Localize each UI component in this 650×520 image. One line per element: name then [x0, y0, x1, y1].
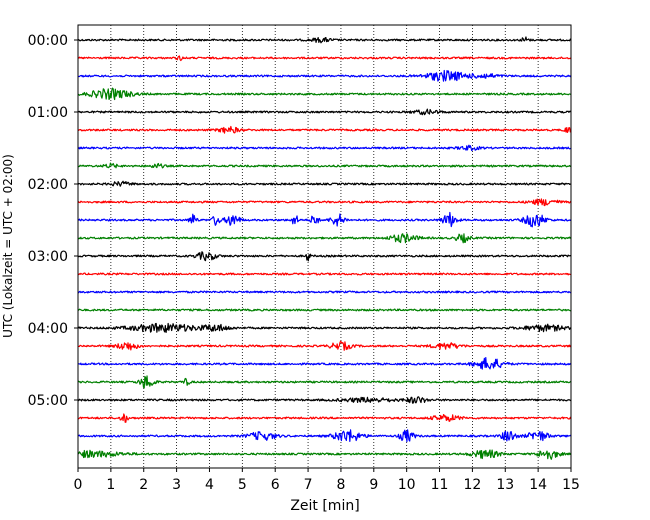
trace-0400 [77, 322, 572, 334]
trace-0000 [77, 36, 572, 44]
trace-0200 [77, 180, 572, 187]
y-tick-label: 00:00 [28, 33, 68, 49]
x-tick-label: 14 [529, 477, 547, 493]
x-tick-label: 2 [139, 477, 148, 493]
x-axis-ticks: 0 1 2 3 4 5 6 7 8 9 10 11 12 13 14 15 [74, 468, 580, 493]
trace-0345 [77, 308, 572, 312]
x-tick-label: 9 [369, 477, 378, 493]
x-tick-label: 11 [431, 477, 449, 493]
x-tick-label: 15 [562, 477, 580, 493]
y-tick-label: 05:00 [28, 393, 68, 409]
trace-0415 [77, 340, 572, 351]
y-tick-label: 03:00 [28, 249, 68, 265]
trace-0215 [77, 198, 572, 207]
y-axis-label: UTC (Lokalzeit = UTC + 02:00) [1, 154, 15, 338]
y-tick-label: 01:00 [28, 105, 68, 121]
trace-0230 [77, 211, 572, 228]
x-tick-label: 12 [463, 477, 481, 493]
x-tick-label: 4 [205, 477, 214, 493]
y-axis-ticks: 00:00 01:00 02:00 03:00 04:00 05:00 [28, 33, 78, 409]
trace-0315 [77, 272, 572, 276]
trace-0530 [77, 429, 572, 443]
trace-0115 [77, 125, 572, 134]
trace-0030 [77, 69, 572, 82]
x-tick-label: 3 [172, 477, 181, 493]
trace-0130 [77, 144, 572, 152]
trace-0445 [77, 375, 572, 389]
grid-lines [110, 25, 539, 468]
plot-frame [77, 24, 572, 469]
trace-0330 [77, 290, 572, 294]
traces [77, 36, 572, 460]
trace-0430 [77, 356, 572, 370]
x-tick-label: 5 [238, 477, 247, 493]
x-tick-label: 10 [398, 477, 416, 493]
x-tick-label: 0 [74, 477, 83, 493]
x-tick-label: 8 [336, 477, 345, 493]
trace-0100 [77, 108, 572, 116]
trace-0045 [77, 87, 572, 101]
trace-0500 [77, 396, 572, 404]
trace-0015 [77, 55, 572, 62]
trace-0245 [77, 233, 572, 244]
trace-0515 [77, 413, 572, 423]
x-tick-label: 13 [496, 477, 514, 493]
trace-0545 [77, 449, 572, 460]
x-tick-label: 6 [271, 477, 280, 493]
trace-0145 [77, 162, 572, 169]
y-tick-label: 04:00 [28, 321, 68, 337]
x-tick-label: 1 [106, 477, 115, 493]
x-axis-label: Zeit [min] [290, 498, 359, 514]
trace-0300 [77, 251, 572, 262]
y-tick-label: 02:00 [28, 177, 68, 193]
x-tick-label: 7 [304, 477, 313, 493]
